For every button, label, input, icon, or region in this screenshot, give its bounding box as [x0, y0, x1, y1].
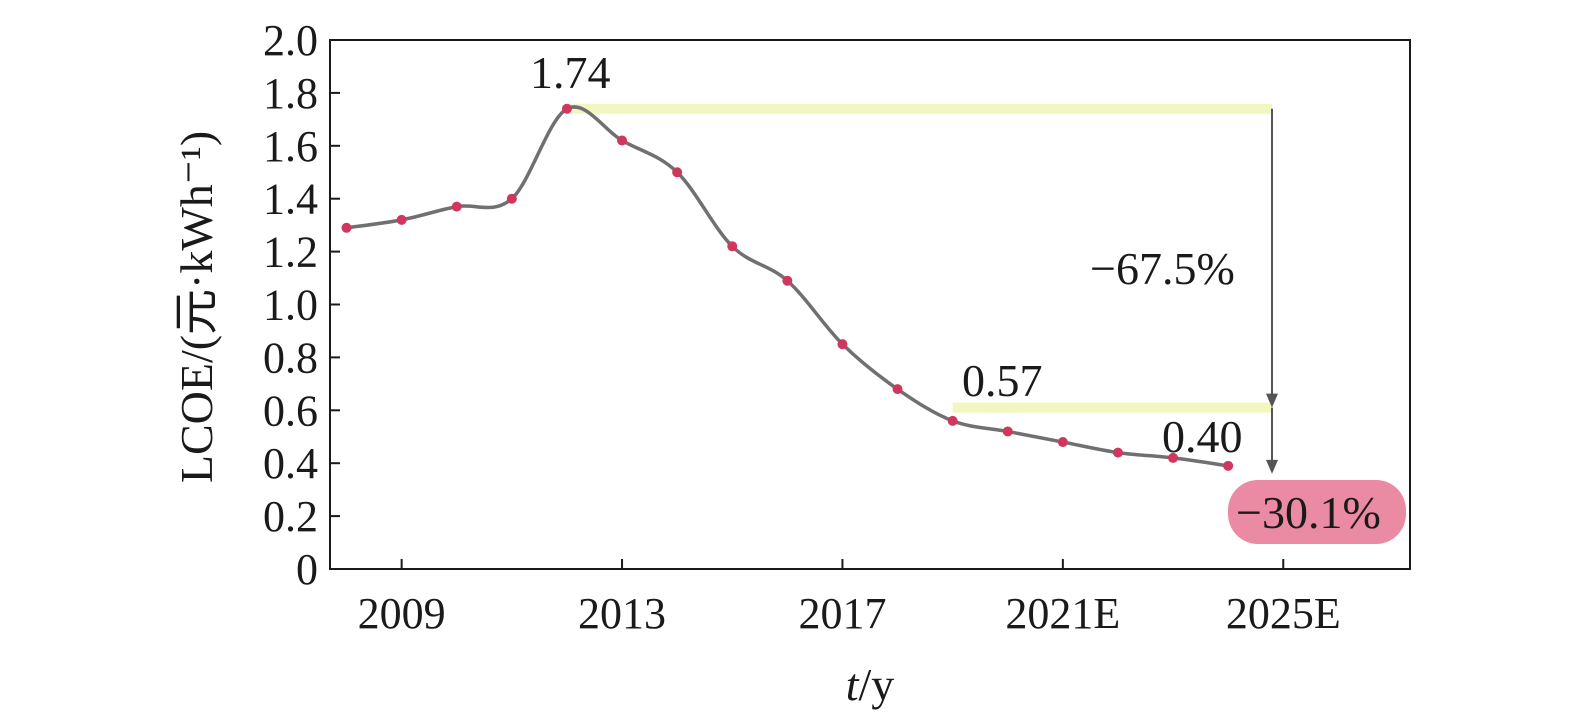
x-axis-title: t/y: [846, 659, 895, 710]
y-axis-title: LCOE/(元·kWh⁻¹): [171, 131, 222, 483]
x-tick-label: 2009: [358, 589, 446, 638]
arrow-annotations: [1266, 108, 1278, 474]
data-point: [451, 201, 462, 212]
y-tick-label: 1.0: [263, 281, 318, 330]
peak-label: 1.74: [530, 47, 611, 98]
x-tick-label: 2025E: [1226, 589, 1341, 638]
data-point: [617, 135, 628, 146]
y-tick-label: 0.4: [263, 439, 318, 488]
data-point: [1057, 437, 1068, 448]
mid-label: 0.57: [962, 355, 1043, 406]
data-point: [892, 384, 903, 395]
end-label: 0.40: [1162, 411, 1243, 462]
x-tick-label: 2017: [798, 589, 886, 638]
drop2-badge: [1228, 480, 1406, 544]
y-tick-label: 1.2: [263, 228, 318, 277]
x-tick-label: 2013: [578, 589, 666, 638]
y-tick-label: 1.8: [263, 69, 318, 118]
x-axis-title-rest: /y: [859, 659, 895, 710]
data-point: [1002, 426, 1013, 437]
data-point: [1223, 460, 1234, 471]
drop1-label: −67.5%: [1090, 243, 1235, 294]
y-tick-label: 2.0: [263, 16, 318, 65]
drop2-arrow-head: [1266, 459, 1278, 474]
y-tick-label: 0.2: [263, 492, 318, 541]
data-point: [396, 214, 407, 225]
data-point: [837, 339, 848, 350]
y-tick-label: 1.6: [263, 122, 318, 171]
peak-highlight-band: [566, 103, 1272, 114]
data-point: [782, 275, 793, 286]
data-point: [506, 193, 517, 204]
x-axis-ticks: 2009 2013 2017 2021E 2025E: [358, 559, 1341, 638]
data-point: [727, 241, 738, 252]
y-tick-label: 0: [296, 545, 318, 594]
mid-highlight-band: [952, 402, 1272, 413]
y-tick-label: 0.6: [263, 386, 318, 435]
data-point: [561, 103, 572, 114]
data-point: [672, 167, 683, 178]
x-axis-title-italic: t: [846, 659, 860, 710]
data-point: [947, 415, 958, 426]
x-tick-label: 2021E: [1005, 589, 1120, 638]
y-tick-label: 0.8: [263, 333, 318, 382]
data-point: [1112, 447, 1123, 458]
highlight-bands: [566, 103, 1272, 413]
y-axis-ticks: 00.20.40.60.81.01.21.41.61.82.0: [263, 16, 340, 594]
y-tick-label: 1.4: [263, 175, 318, 224]
drop1-arrow-head: [1266, 393, 1278, 408]
series-layer: [341, 103, 1234, 471]
data-point: [1168, 452, 1179, 463]
data-point: [341, 222, 352, 233]
drop2-label: −30.1%: [1236, 487, 1381, 538]
